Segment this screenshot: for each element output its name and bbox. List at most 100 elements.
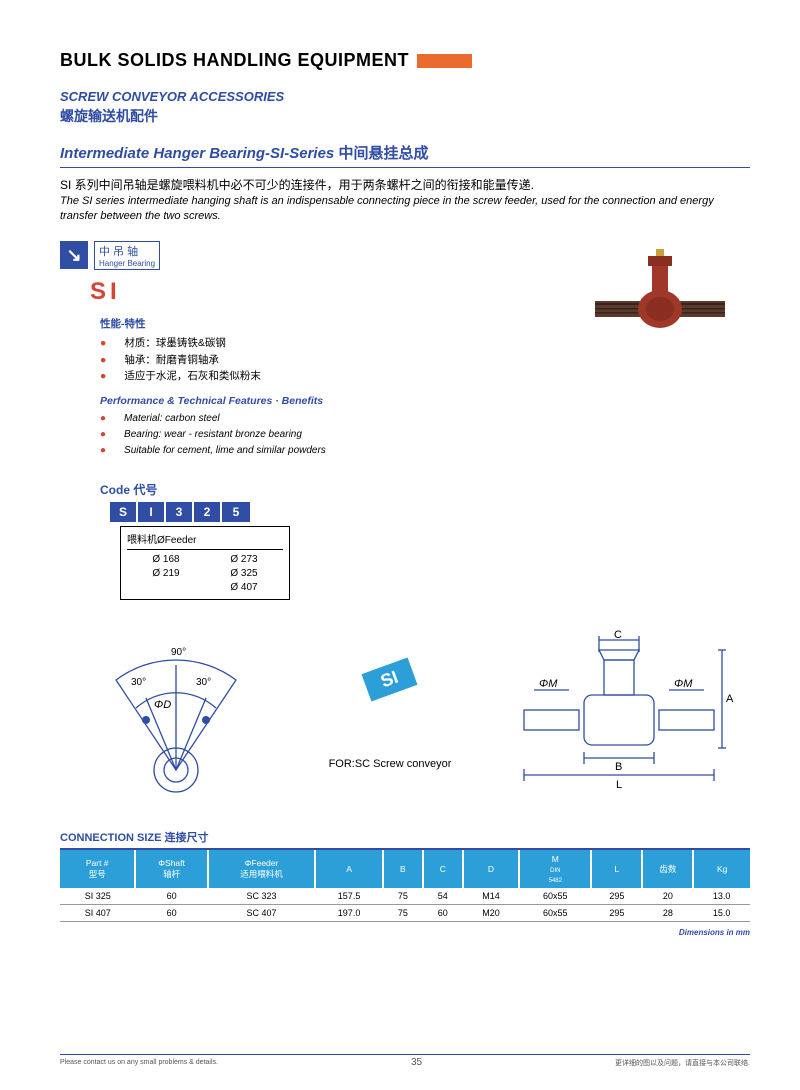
feat-cn-1: 轴承：耐磨青铜轴承 <box>124 354 219 366</box>
th-7: MDIN5482 <box>519 850 591 888</box>
code-box-2: 3 <box>166 502 194 522</box>
product-photo <box>570 241 750 361</box>
title-divider <box>60 167 750 168</box>
page-container: BULK SOLIDS HANDLING EQUIPMENT SCREW CON… <box>0 0 800 1090</box>
angle-90: 90° <box>171 647 186 658</box>
table-cell: M20 <box>463 905 520 922</box>
table-row: SI 32560SC 323157.57554M1460x552952013.0 <box>60 888 750 905</box>
features-en-title: Performance & Technical Features · Benef… <box>100 395 540 407</box>
th-9: 齿数 <box>642 850 693 888</box>
fc1-0: Ø 168 <box>152 553 179 567</box>
table-cell: 60 <box>135 888 207 905</box>
dimension-diagram: C ΦM ΦM A B L <box>504 630 734 800</box>
footer-right: 更详细的图以及问题，请直接与本公司联络. <box>615 1058 750 1068</box>
product-title-en: Intermediate Hanger Bearing-SI-Series <box>60 145 334 162</box>
dimensions-note: Dimensions in mm <box>60 928 750 937</box>
angle-diagram: 90° 30° 30° ΦD <box>76 630 276 800</box>
dim-phim2: ΦM <box>674 678 693 690</box>
feat-en-1: Bearing: wear - resistant bronze bearing <box>124 429 302 440</box>
code-box-1: I <box>138 502 166 522</box>
fc2-0: Ø 273 <box>230 553 257 567</box>
code-box-0: S <box>110 502 138 522</box>
orange-bar-icon <box>417 54 472 68</box>
dim-a: A <box>726 693 734 705</box>
connection-table: Part #型号 ΦShaft轴杆 ΦFeeder适用喂料机 A B C D M… <box>60 850 750 922</box>
feeder-col-2: Ø 273 Ø 325 Ø 407 <box>230 553 257 595</box>
page-number: 35 <box>411 1057 422 1068</box>
main-title-text: BULK SOLIDS HANDLING EQUIPMENT <box>60 50 409 71</box>
feat-en-0: Material: carbon steel <box>124 413 220 424</box>
table-cell: 60x55 <box>519 888 591 905</box>
th-3: A <box>315 850 383 888</box>
dim-c: C <box>614 630 622 641</box>
left-column: ↘ 中 吊 轴 Hanger Bearing SI 性能-特性 ●材质：球墨铸铁… <box>60 241 540 459</box>
table-cell: 295 <box>591 888 642 905</box>
badge-cn: 中 吊 轴 <box>99 243 155 259</box>
fc2-1: Ø 325 <box>230 567 257 581</box>
feat-cn-2: 适应于水泥，石灰和类似粉末 <box>124 370 261 382</box>
table-cell: 157.5 <box>315 888 383 905</box>
feat-cn-0: 材质：球墨铸铁&碳钢 <box>124 337 226 349</box>
th-2: ΦFeeder适用喂料机 <box>208 850 316 888</box>
code-box-3: 2 <box>194 502 222 522</box>
code-box-4: 5 <box>222 502 250 522</box>
features-cn-list: ●材质：球墨铸铁&碳钢 ●轴承：耐磨青铜轴承 ●适应于水泥，石灰和类似粉末 <box>100 335 540 385</box>
features-en-list: ●Material: carbon steel ●Bearing: wear -… <box>100 411 540 459</box>
phi-d: ΦD <box>154 699 171 711</box>
footer: Please contact us on any small problems … <box>60 1054 750 1068</box>
angle-30r: 30° <box>196 677 211 688</box>
th-0: Part #型号 <box>60 850 135 888</box>
diagram-center: SI FOR:SC Screw conveyor <box>329 665 452 770</box>
table-cell: SC 323 <box>208 888 316 905</box>
code-label: Code 代号 <box>100 481 750 498</box>
angle-30l: 30° <box>131 677 146 688</box>
diagram-right: C ΦM ΦM A B L <box>504 630 734 805</box>
badge-en: Hanger Bearing <box>99 259 155 268</box>
table-cell: 75 <box>383 905 423 922</box>
table-header-row: Part #型号 ΦShaft轴杆 ΦFeeder适用喂料机 A B C D M… <box>60 850 750 888</box>
diagrams-row: 90° 30° 30° ΦD SI FOR:SC Screw conveyor <box>60 630 750 805</box>
table-cell: SC 407 <box>208 905 316 922</box>
th-6: D <box>463 850 520 888</box>
table-cell: SI 325 <box>60 888 135 905</box>
table-cell: 15.0 <box>693 905 750 922</box>
dim-phim1: ΦM <box>539 678 558 690</box>
table-cell: 60 <box>135 905 207 922</box>
info-row: ↘ 中 吊 轴 Hanger Bearing SI 性能-特性 ●材质：球墨铸铁… <box>60 241 750 459</box>
th-8: L <box>591 850 642 888</box>
connection-title: CONNECTION SIZE 连接尺寸 <box>60 829 750 845</box>
si-code-label: SI <box>90 278 540 306</box>
hanger-bearing-illustration <box>570 246 750 356</box>
badge-row: ↘ 中 吊 轴 Hanger Bearing <box>60 241 540 270</box>
footer-left: Please contact us on any small problems … <box>60 1059 218 1066</box>
dim-b: B <box>615 761 622 773</box>
feeder-col-1: Ø 168 Ø 219 <box>152 553 179 595</box>
desc-cn: SI 系列中间吊轴是螺旋喂料机中必不可少的连接件，用于两条螺杆之间的衔接和能量传… <box>60 176 750 194</box>
table-cell: SI 407 <box>60 905 135 922</box>
fc2-2: Ø 407 <box>230 581 257 595</box>
table-cell: 197.0 <box>315 905 383 922</box>
th-10: Kg <box>693 850 750 888</box>
desc-en: The SI series intermediate hanging shaft… <box>60 194 750 225</box>
feeder-box: 喂料机ØFeeder Ø 168 Ø 219 Ø 273 Ø 325 Ø 407 <box>120 526 290 600</box>
diagram-left: 90° 30° 30° ΦD <box>76 630 276 805</box>
product-title-cn: 中间悬挂总成 <box>338 145 428 162</box>
section-title-en: SCREW CONVEYOR ACCESSORIES <box>60 89 750 104</box>
table-cell: 60x55 <box>519 905 591 922</box>
th-4: B <box>383 850 423 888</box>
table-cell: M14 <box>463 888 520 905</box>
table-cell: 295 <box>591 905 642 922</box>
features-cn-title: 性能-特性 <box>100 316 540 331</box>
product-title: Intermediate Hanger Bearing-SI-Series 中间… <box>60 142 750 163</box>
badge-text: 中 吊 轴 Hanger Bearing <box>94 241 160 270</box>
table-cell: 13.0 <box>693 888 750 905</box>
th-1: ΦShaft轴杆 <box>135 850 207 888</box>
fc1-1: Ø 219 <box>152 567 179 581</box>
table-cell: 20 <box>642 888 693 905</box>
for-label: FOR:SC Screw conveyor <box>329 758 452 770</box>
th-5: C <box>423 850 463 888</box>
table-row: SI 40760SC 407197.07560M2060x552952815.0 <box>60 905 750 922</box>
table-cell: 75 <box>383 888 423 905</box>
code-boxes: S I 3 2 5 <box>110 502 750 522</box>
table-cell: 60 <box>423 905 463 922</box>
